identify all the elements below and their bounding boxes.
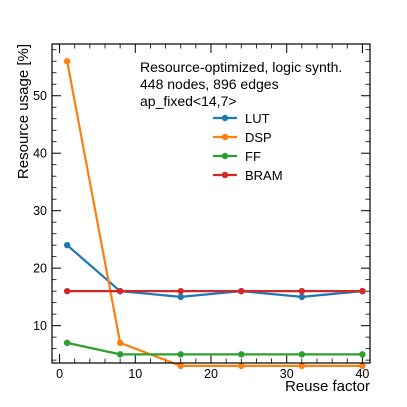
y-tick-label: 20	[33, 262, 47, 276]
data-point-bram	[238, 287, 245, 295]
y-axis-label: Resource usage [%]	[15, 44, 32, 179]
legend-label: DSP	[245, 130, 272, 145]
data-point-dsp	[116, 339, 124, 347]
legend-label: LUT	[245, 111, 270, 126]
series-layer	[63, 58, 366, 370]
legend-marker	[221, 114, 229, 122]
y-tick-label: 30	[33, 204, 47, 218]
data-point-lut	[298, 293, 306, 301]
annotation-line: 448 nodes, 896 edges	[140, 76, 279, 92]
axis-ticks: 0 10 20 30 40 10 20 30 40 50	[33, 44, 370, 381]
x-tick-label: 40	[355, 367, 369, 381]
x-tick-label: 30	[280, 367, 294, 381]
legend-marker	[221, 133, 229, 141]
series-line-lut	[66, 244, 363, 299]
series-line-dsp	[66, 61, 363, 367]
plot-frame	[51, 43, 371, 364]
x-axis-label: Reuse factor	[285, 378, 370, 395]
data-point-ff	[177, 351, 184, 358]
data-point-dsp	[359, 362, 366, 370]
data-point-ff	[238, 351, 245, 358]
x-tick-label: 20	[204, 367, 218, 381]
data-point-ff	[359, 351, 366, 358]
data-point-lut	[63, 241, 71, 249]
x-tick-label: 0	[56, 367, 63, 381]
data-point-bram	[177, 287, 184, 295]
annotation-block: Resource-optimized, logic synth.448 node…	[140, 59, 342, 109]
data-point-bram	[63, 287, 71, 295]
data-point-ff	[63, 339, 71, 347]
data-point-ff	[298, 351, 306, 358]
series-dsp	[63, 58, 366, 370]
series-ff	[63, 339, 366, 358]
series-bram	[63, 287, 366, 295]
y-tick-label: 40	[33, 147, 47, 161]
data-point-dsp	[63, 58, 71, 65]
annotation-line: Resource-optimized, logic synth.	[140, 59, 342, 75]
data-point-dsp	[177, 362, 184, 370]
legend-item-ff: FF	[213, 149, 261, 164]
legend-marker	[221, 152, 229, 160]
series-line-ff	[66, 341, 363, 356]
legend-label: FF	[245, 149, 261, 164]
data-point-lut	[177, 293, 184, 301]
data-point-bram	[116, 287, 124, 295]
legend-item-dsp: DSP	[213, 130, 272, 145]
data-point-bram	[298, 287, 306, 295]
legend-marker	[221, 171, 229, 179]
legend: LUT DSP FF BRAM	[213, 111, 283, 183]
legend-label: BRAM	[245, 168, 283, 183]
x-tick-label: 10	[128, 367, 142, 381]
data-point-ff	[116, 351, 124, 358]
annotation-line: ap_fixed<14,7>	[140, 93, 237, 109]
y-tick-label: 50	[33, 89, 47, 103]
data-point-dsp	[238, 362, 245, 370]
legend-item-lut: LUT	[213, 111, 270, 126]
y-tick-label: 10	[33, 319, 47, 333]
legend-item-bram: BRAM	[213, 168, 283, 183]
data-point-bram	[359, 287, 366, 295]
data-point-dsp	[298, 362, 306, 370]
